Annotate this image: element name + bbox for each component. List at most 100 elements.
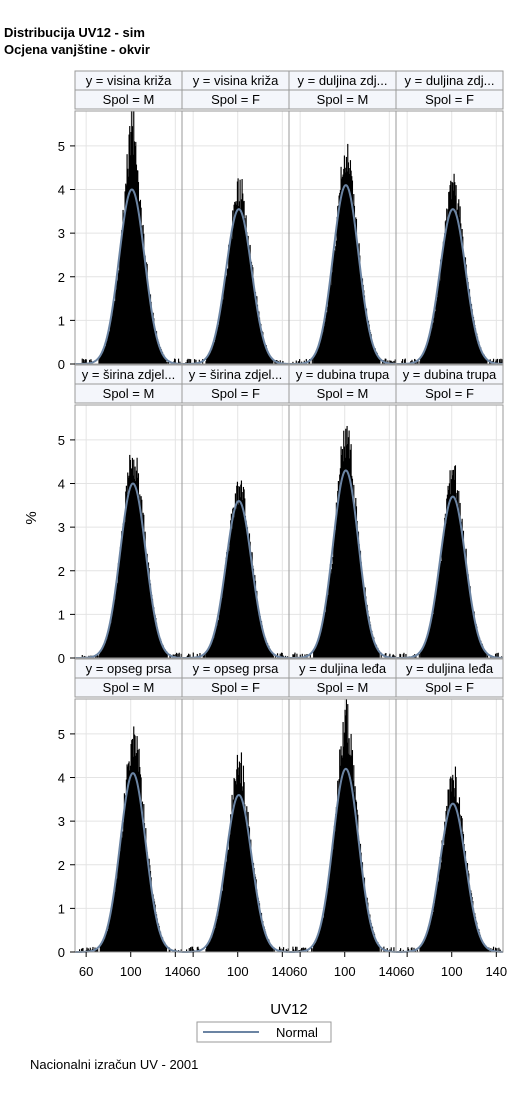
histogram-bar <box>355 497 357 658</box>
histogram-bar <box>347 437 350 658</box>
panel-11: y = duljina leđa Spol = F 60 100 140 <box>395 658 507 979</box>
histogram-bar <box>350 444 352 658</box>
histogram-bar <box>333 825 335 952</box>
histogram-bar <box>315 353 317 364</box>
histogram-bar <box>438 568 440 658</box>
histogram-bar <box>405 653 407 658</box>
histogram-bar <box>476 333 478 364</box>
histogram-bar <box>410 947 412 952</box>
histogram-bar <box>336 217 338 364</box>
histogram-bar <box>385 652 387 658</box>
histogram-bar <box>117 280 119 364</box>
histogram-bar <box>480 939 483 952</box>
histogram-bar <box>464 555 466 658</box>
histogram-bar <box>264 637 267 658</box>
histogram-bar <box>160 641 162 658</box>
histogram-bar <box>341 757 343 952</box>
histogram-bar <box>366 316 368 364</box>
histogram-bar <box>460 522 463 658</box>
histogram-bar <box>243 782 245 952</box>
facet-label-spol: Spol = M <box>317 680 369 695</box>
histogram-bar <box>228 546 230 658</box>
histogram-bar <box>421 356 423 364</box>
histogram-bar <box>477 929 479 952</box>
histogram-bar <box>425 936 427 952</box>
histogram-bar <box>421 649 423 658</box>
histogram-bar <box>215 627 217 658</box>
histogram-bar <box>441 548 443 658</box>
histogram-bar <box>225 854 227 952</box>
histogram-bar <box>480 640 482 658</box>
histogram-bar <box>440 563 442 658</box>
panel-2: y = duljina zdj... Spol = M <box>288 70 397 365</box>
histogram-bar <box>188 948 190 952</box>
histogram-bar <box>248 249 250 364</box>
histogram-bar <box>366 604 368 658</box>
histogram-bar <box>480 644 483 658</box>
histogram-bar <box>250 857 253 952</box>
histogram-bar <box>258 615 261 658</box>
histogram-bar <box>178 652 180 658</box>
histogram-bar <box>426 932 428 952</box>
histogram-bar <box>378 944 380 952</box>
histogram-bar <box>132 475 134 658</box>
histogram-bar <box>161 937 163 952</box>
histogram-bar <box>434 600 436 658</box>
histogram-bar <box>210 643 212 658</box>
histogram-bar <box>140 207 142 364</box>
histogram-bar <box>189 654 191 658</box>
x-tick-label: 100 <box>227 964 249 979</box>
histogram-bar <box>89 947 91 952</box>
histogram-bar <box>210 349 212 364</box>
histogram-bar <box>457 803 459 952</box>
histogram-bar <box>230 520 232 658</box>
histogram-bar <box>117 865 119 952</box>
histogram-bar <box>361 278 364 364</box>
histogram-bar <box>367 616 370 658</box>
histogram-bar <box>161 352 164 364</box>
histogram-bar <box>236 754 239 952</box>
histogram-bar <box>155 617 157 658</box>
histogram-bar <box>255 593 257 658</box>
histogram-bar <box>457 505 459 658</box>
histogram-bar <box>391 655 394 658</box>
histogram-bar <box>482 648 485 658</box>
histogram-bar <box>153 901 156 952</box>
histogram-bar <box>129 765 132 952</box>
histogram-bar <box>468 289 471 364</box>
histogram-bar <box>354 509 356 658</box>
histogram-bar <box>261 922 263 952</box>
histogram-bar <box>314 648 316 658</box>
histogram-bar <box>335 502 337 658</box>
histogram-bar <box>349 756 352 952</box>
histogram-bar <box>423 646 425 658</box>
histogram-bar <box>319 342 321 364</box>
histogram-bar <box>254 580 257 658</box>
histogram-bar <box>220 599 222 658</box>
histogram-bar <box>467 282 469 364</box>
facet-label-spol: Spol = M <box>103 680 155 695</box>
histogram-bar <box>327 292 329 364</box>
histogram-bar <box>97 948 99 952</box>
histogram-bar <box>194 359 196 364</box>
histogram-bar <box>118 270 120 364</box>
histogram-bar <box>145 828 147 952</box>
facet-label-y: y = opseg prsa <box>86 661 172 676</box>
histogram-bar <box>270 357 273 364</box>
histogram-bar <box>155 333 157 364</box>
histogram-bar <box>139 766 141 952</box>
histogram-bar <box>92 946 94 952</box>
histogram-bar <box>118 852 120 952</box>
histogram-bar <box>485 652 487 658</box>
histogram-bar <box>230 817 232 952</box>
histogram-bar <box>460 522 462 658</box>
facet-label-spol: Spol = F <box>425 386 474 401</box>
histogram-bar <box>242 193 244 364</box>
histogram-bar <box>460 223 462 364</box>
histogram-bar <box>250 553 253 658</box>
histogram-bar <box>190 947 192 952</box>
histogram-bar <box>324 609 326 658</box>
histogram-bar <box>323 325 325 364</box>
histogram-bar <box>298 361 300 364</box>
histogram-bar <box>451 181 453 364</box>
